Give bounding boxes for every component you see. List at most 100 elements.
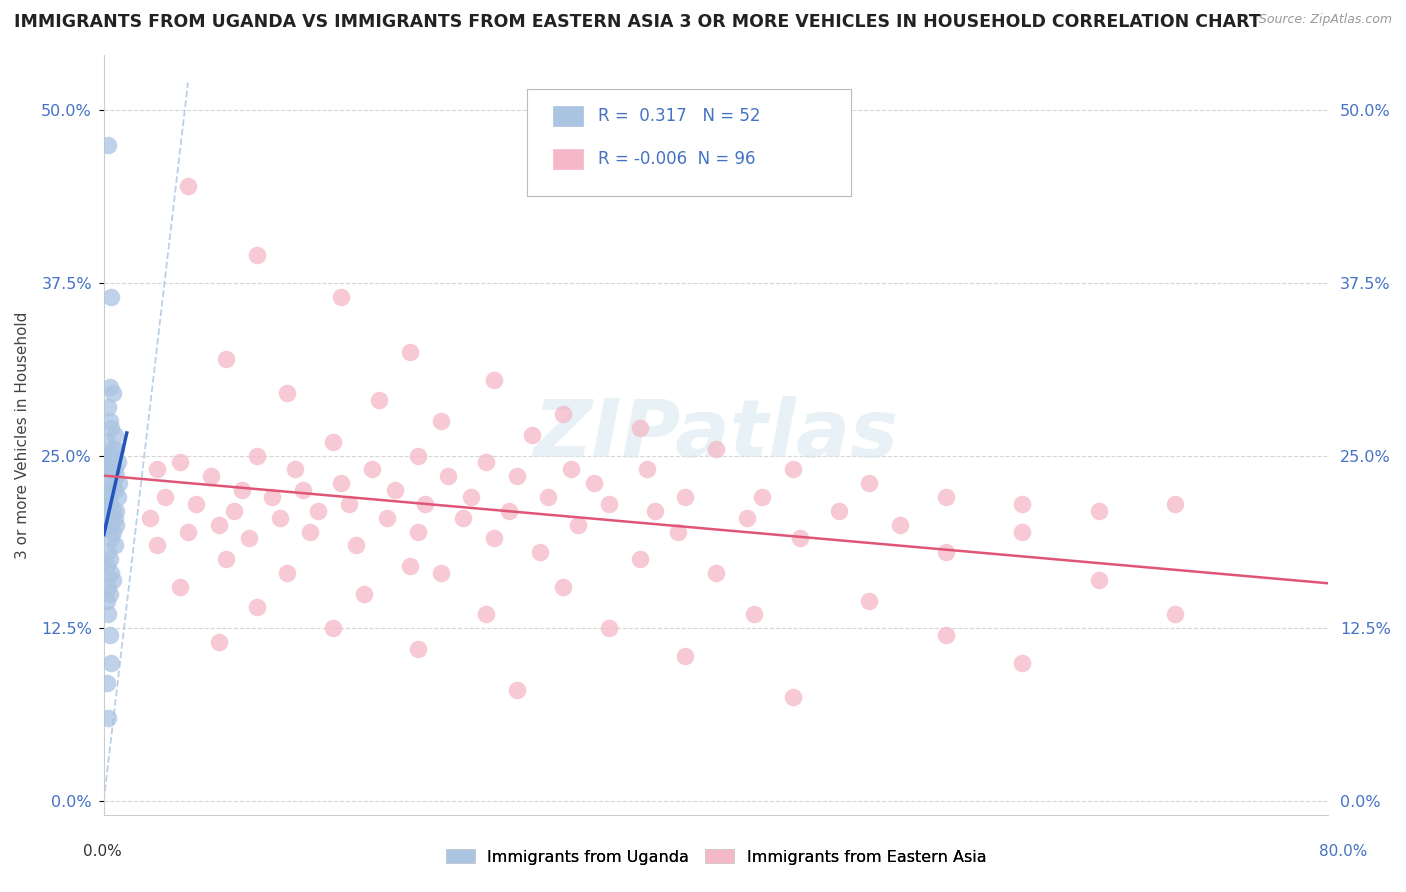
Point — [100, 532, 122, 546]
Point — [97, 137, 120, 152]
Point — [291, 483, 314, 497]
Text: R =  0.317   N = 52: R = 0.317 N = 52 — [598, 107, 761, 125]
Point — [98, 476, 121, 491]
Point — [100, 449, 122, 463]
Point — [98, 587, 121, 601]
Point — [406, 641, 429, 656]
Point — [107, 455, 129, 469]
Point — [636, 462, 658, 476]
Point — [399, 559, 422, 574]
Point — [506, 469, 529, 483]
Point — [97, 462, 120, 476]
Point — [675, 648, 697, 663]
Point — [406, 449, 429, 463]
Point — [97, 401, 120, 415]
Point — [598, 497, 620, 511]
Point — [138, 510, 160, 524]
Point — [146, 538, 169, 552]
Legend: Immigrants from Uganda, Immigrants from Eastern Asia: Immigrants from Uganda, Immigrants from … — [440, 843, 993, 871]
Point — [262, 490, 284, 504]
Point — [98, 628, 121, 642]
Point — [105, 442, 128, 456]
Point — [107, 490, 129, 504]
Text: Source: ZipAtlas.com: Source: ZipAtlas.com — [1258, 13, 1392, 27]
Point — [735, 510, 758, 524]
Point — [215, 351, 238, 366]
Point — [97, 517, 120, 532]
Point — [105, 469, 128, 483]
Point — [200, 469, 222, 483]
Point — [453, 510, 475, 524]
Point — [360, 462, 382, 476]
Point — [101, 573, 124, 587]
Point — [322, 434, 344, 449]
Point — [97, 711, 120, 725]
Point — [169, 580, 191, 594]
Point — [98, 497, 121, 511]
Point — [368, 393, 391, 408]
Point — [177, 179, 200, 194]
Point — [96, 676, 118, 690]
Point — [97, 580, 120, 594]
Point — [307, 504, 329, 518]
Point — [751, 490, 773, 504]
Point — [644, 504, 666, 518]
Point — [98, 517, 121, 532]
Point — [782, 462, 804, 476]
Point — [299, 524, 322, 539]
Point — [529, 545, 551, 559]
Text: 0.0%: 0.0% — [83, 845, 122, 859]
Point — [1011, 497, 1033, 511]
Point — [96, 559, 118, 574]
Point — [146, 462, 169, 476]
Point — [1011, 656, 1033, 670]
Text: IMMIGRANTS FROM UGANDA VS IMMIGRANTS FROM EASTERN ASIA 3 OR MORE VEHICLES IN HOU: IMMIGRANTS FROM UGANDA VS IMMIGRANTS FRO… — [14, 13, 1261, 31]
Point — [475, 455, 498, 469]
Point — [238, 532, 260, 546]
Point — [437, 469, 460, 483]
Point — [889, 517, 911, 532]
Y-axis label: 3 or more Vehicles in Household: 3 or more Vehicles in Household — [15, 311, 30, 558]
Point — [337, 497, 360, 511]
Point — [935, 545, 957, 559]
Point — [935, 490, 957, 504]
Point — [406, 524, 429, 539]
Point — [97, 545, 120, 559]
Point — [96, 593, 118, 607]
Point — [269, 510, 291, 524]
Text: ZIPatlas: ZIPatlas — [533, 396, 898, 474]
Point — [582, 476, 605, 491]
Point — [276, 566, 298, 580]
Point — [246, 248, 269, 262]
Point — [1164, 607, 1187, 622]
Point — [100, 566, 122, 580]
Point — [413, 497, 436, 511]
Point — [215, 552, 238, 566]
Point — [560, 462, 582, 476]
Point — [1087, 504, 1109, 518]
Point — [100, 510, 122, 524]
Point — [101, 442, 124, 456]
Point — [598, 621, 620, 635]
Point — [344, 538, 367, 552]
Point — [482, 373, 505, 387]
Point — [353, 587, 375, 601]
Point — [330, 290, 353, 304]
Point — [704, 442, 727, 456]
Point — [101, 386, 124, 401]
Point — [506, 683, 529, 698]
Point — [97, 449, 120, 463]
Point — [246, 600, 269, 615]
Text: R = -0.006  N = 96: R = -0.006 N = 96 — [598, 150, 755, 168]
Point — [100, 290, 122, 304]
Point — [103, 483, 125, 497]
Point — [101, 462, 124, 476]
Point — [537, 490, 560, 504]
Point — [101, 524, 124, 539]
Point — [551, 580, 574, 594]
Point — [429, 414, 451, 428]
Point — [177, 524, 200, 539]
Text: 80.0%: 80.0% — [1319, 845, 1367, 859]
Point — [782, 690, 804, 705]
Point — [858, 593, 880, 607]
